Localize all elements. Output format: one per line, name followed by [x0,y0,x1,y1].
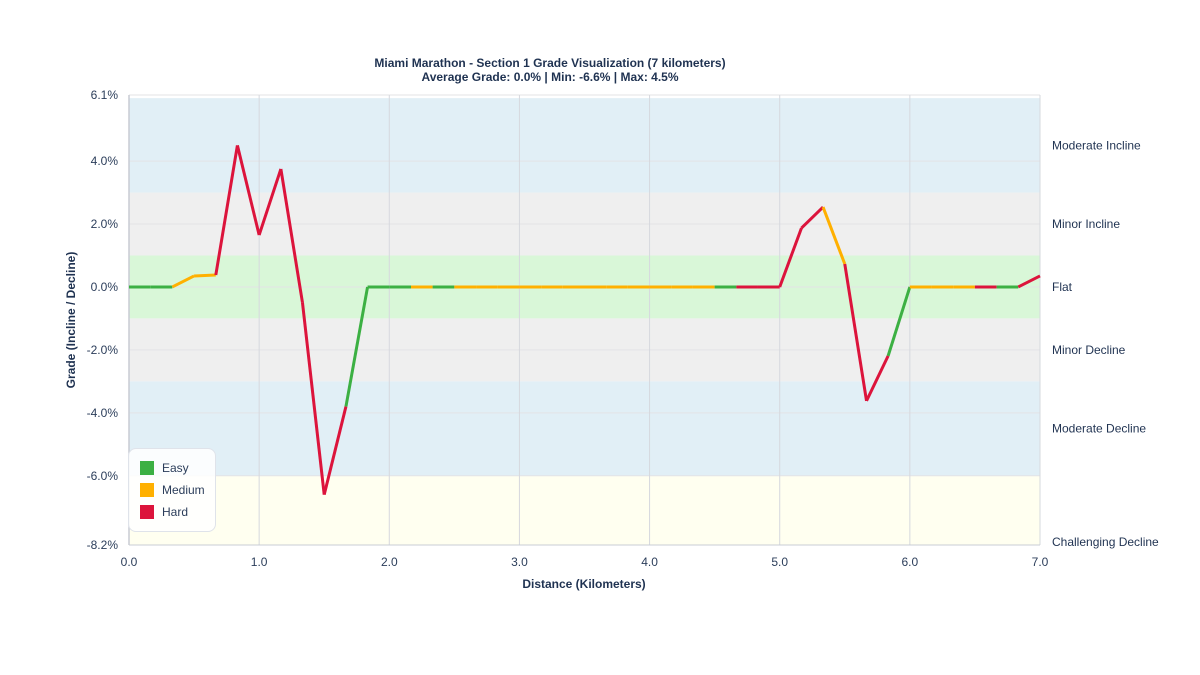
legend-label: Hard [162,505,189,519]
zone-label: Moderate Incline [1052,138,1141,152]
zone-band [129,381,1040,476]
grid-lines [128,94,1041,546]
x-tick-label: 5.0 [771,555,788,569]
zone-labels: Moderate Incline Minor Incline Flat Minor D… [1052,138,1159,549]
grade-segment-hard [865,355,890,402]
legend: Easy Medium Hard [128,448,216,532]
grade-line [129,144,1041,496]
y-axis-title: Grade (Incline / Decline) [64,252,78,389]
hard-swatch-icon [140,505,154,519]
easy-swatch-icon [140,461,154,475]
grade-segment-hard [279,168,304,303]
legend-item-hard: Hard [140,501,215,523]
x-tick-label: 4.0 [641,555,658,569]
zone-band [129,475,1040,545]
chart-title-line1: Miami Marathon - Section 1 Grade Visuali… [374,56,726,70]
grade-segment-hard [235,144,261,236]
x-axis-title: Distance (Kilometers) [522,577,645,591]
chart-title: Miami Marathon - Section 1 Grade Visuali… [0,56,1100,84]
medium-swatch-icon [140,483,154,497]
zone-label: Moderate Decline [1052,422,1146,436]
grade-segment-hard [843,263,869,402]
legend-label: Medium [162,483,205,497]
legend-item-easy: Easy [140,457,215,479]
x-tick-label: 2.0 [381,555,398,569]
zone-label: Flat [1052,280,1073,294]
zone-label: Minor Incline [1052,217,1120,231]
chart-subtitle: Average Grade: 0.0% | Min: -6.6% | Max: … [421,70,679,84]
grade-segment-medium [821,206,847,265]
y-tick-label: 0.0% [91,280,119,294]
y-tick-label: 2.0% [91,217,119,231]
y-tick-label: -2.0% [87,343,119,357]
legend-item-medium: Medium [140,479,215,501]
y-tick-label: 6.1% [91,88,119,102]
grade-segment-hard [778,227,803,288]
y-tick-label: -8.2% [87,538,119,552]
y-axis-ticks: 6.1% 4.0% 2.0% 0.0% -2.0% -4.0% -6.0% -8.2% [87,88,119,552]
x-tick-label: 1.0 [251,555,268,569]
y-tick-label: -6.0% [87,469,119,483]
grade-segment-hard [322,406,348,496]
x-tick-label: 7.0 [1032,555,1049,569]
grade-segment-hard [800,205,825,230]
x-tick-label: 0.0 [121,555,138,569]
grade-segment-hard [1017,274,1041,289]
grade-segment-hard [300,302,326,495]
grade-segment-easy [344,286,370,407]
zone-band [129,98,1040,193]
grade-segment-hard [214,145,239,276]
grade-segment-medium [194,273,216,278]
y-tick-label: -4.0% [87,406,119,420]
legend-label: Easy [162,461,189,475]
x-tick-label: 6.0 [902,555,919,569]
zone-label: Challenging Decline [1052,535,1159,549]
zone-label: Minor Decline [1052,343,1126,357]
x-tick-label: 3.0 [511,555,528,569]
x-axis-ticks: 0.0 1.0 2.0 3.0 4.0 5.0 6.0 7.0 [121,555,1049,569]
y-tick-label: 4.0% [91,154,119,168]
grade-zones [129,98,1040,545]
grade-segment-medium [171,274,195,289]
grade-segment-easy [886,286,912,357]
grade-segment-hard [257,168,283,236]
